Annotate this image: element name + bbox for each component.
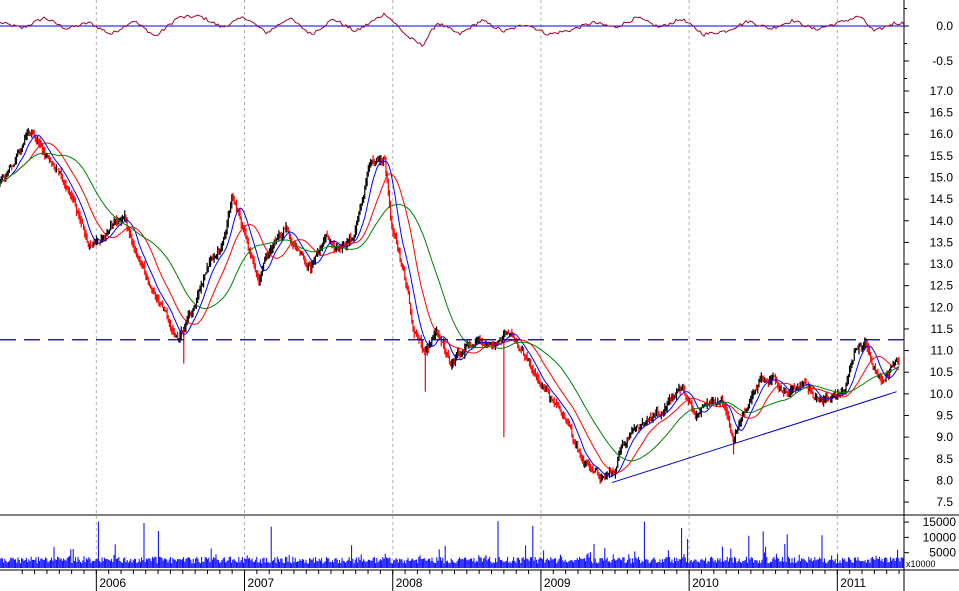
price-tick-label: 15.0 [930, 171, 954, 185]
x-tick-label: 2009 [544, 576, 571, 590]
price-tick-label: 10.0 [930, 387, 954, 401]
moving-average-1 [0, 134, 900, 477]
price-tick-label: 16.5 [930, 106, 954, 120]
price-tick-label: 15.5 [930, 149, 954, 163]
volume-tick-label: 15000 [923, 515, 957, 529]
price-tick-label: 9.5 [936, 408, 953, 422]
price-tick-label: 12.5 [930, 279, 954, 293]
price-tick-label: 12.0 [930, 300, 954, 314]
grid-lines [95, 0, 838, 570]
volume-unit-box [905, 558, 945, 569]
price-tick-label: 7.5 [936, 495, 953, 509]
volume-unit-label: x10000 [906, 559, 936, 569]
volume-tick-label: 10000 [923, 530, 957, 544]
moving-average-2 [0, 142, 900, 473]
price-tick-label: 14.5 [930, 192, 954, 206]
oscillator-panel [0, 12, 905, 47]
price-tick-label: 11.0 [931, 344, 954, 358]
volume-panel [0, 521, 905, 568]
moving-average-3 [0, 152, 900, 462]
osc-tick-label: 0.0 [936, 19, 953, 33]
volume-tick-label: 5000 [929, 546, 956, 560]
price-tick-label: 16.0 [930, 127, 954, 141]
price-tick-label: 10.5 [930, 365, 954, 379]
price-tick-label: 11.5 [931, 322, 954, 336]
x-tick-label: 2006 [99, 576, 126, 590]
price-tick-label: 8.5 [936, 452, 953, 466]
y-axis-labels: 0.0 -0.5 17.0 16.5 16.0 15.5 15.0 14.5 14.0 13.5 1… [904, 8, 957, 569]
x-tick-label: 2010 [692, 576, 719, 590]
oscillator-line [0, 12, 905, 47]
osc-tick-label: -0.5 [932, 54, 953, 68]
price-tick-label: 9.0 [936, 430, 953, 444]
price-panel [0, 127, 904, 484]
x-axis: 2006 2007 2008 2009 2010 2011 [21, 570, 900, 591]
x-tick-label: 2011 [840, 576, 866, 590]
price-tick-label: 13.5 [930, 235, 954, 249]
x-tick-label: 2008 [396, 576, 423, 590]
price-tick-label: 13.0 [930, 257, 954, 271]
support-trend-line [611, 391, 897, 484]
price-tick-label: 17.0 [930, 84, 954, 98]
x-tick-label: 2007 [248, 576, 275, 590]
price-tick-label: 8.0 [936, 473, 953, 487]
price-tick-label: 14.0 [930, 214, 954, 228]
